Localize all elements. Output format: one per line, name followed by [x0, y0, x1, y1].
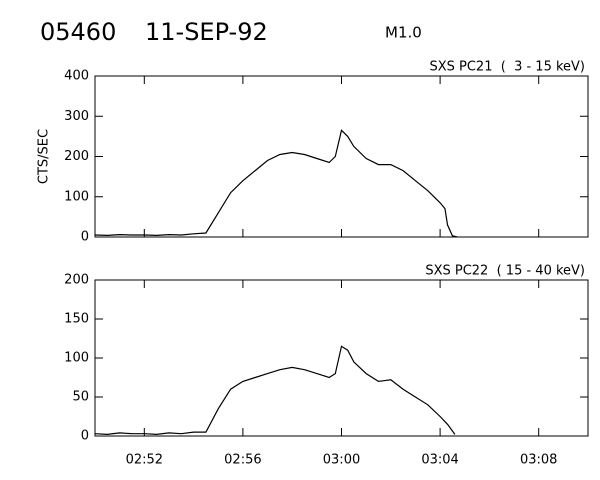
event-date: 11-SEP-92	[145, 18, 268, 46]
y-tick-label: 50	[72, 390, 89, 405]
y-tick-label: 400	[64, 69, 89, 84]
x-tick-label: 03:08	[520, 453, 557, 468]
x-tick-label: 03:04	[421, 453, 458, 468]
y-tick-label: 200	[64, 149, 89, 164]
x-tick-label: 03:00	[323, 453, 360, 468]
x-tick-label: 02:56	[224, 453, 261, 468]
y-tick-label: 100	[64, 351, 89, 366]
y-tick-label: 200	[64, 273, 89, 288]
y-tick-label: 150	[64, 312, 89, 327]
flare-class: M1.0	[385, 24, 422, 42]
y-tick-label: 100	[64, 189, 89, 204]
panel-title: SXS PC21 ( 3 - 15 keV)	[429, 60, 585, 75]
y-tick-label: 300	[64, 109, 89, 124]
panel-title: SXS PC22 ( 15 - 40 keV)	[425, 264, 585, 279]
light-curve	[94, 129, 458, 238]
y-tick-label: 0	[81, 429, 89, 444]
light-curve	[94, 345, 456, 436]
event-number: 05460	[40, 18, 116, 46]
y-tick-label: 0	[81, 230, 89, 245]
x-tick-label: 02:52	[126, 453, 163, 468]
y-axis-label: CTS/SEC	[37, 129, 52, 184]
